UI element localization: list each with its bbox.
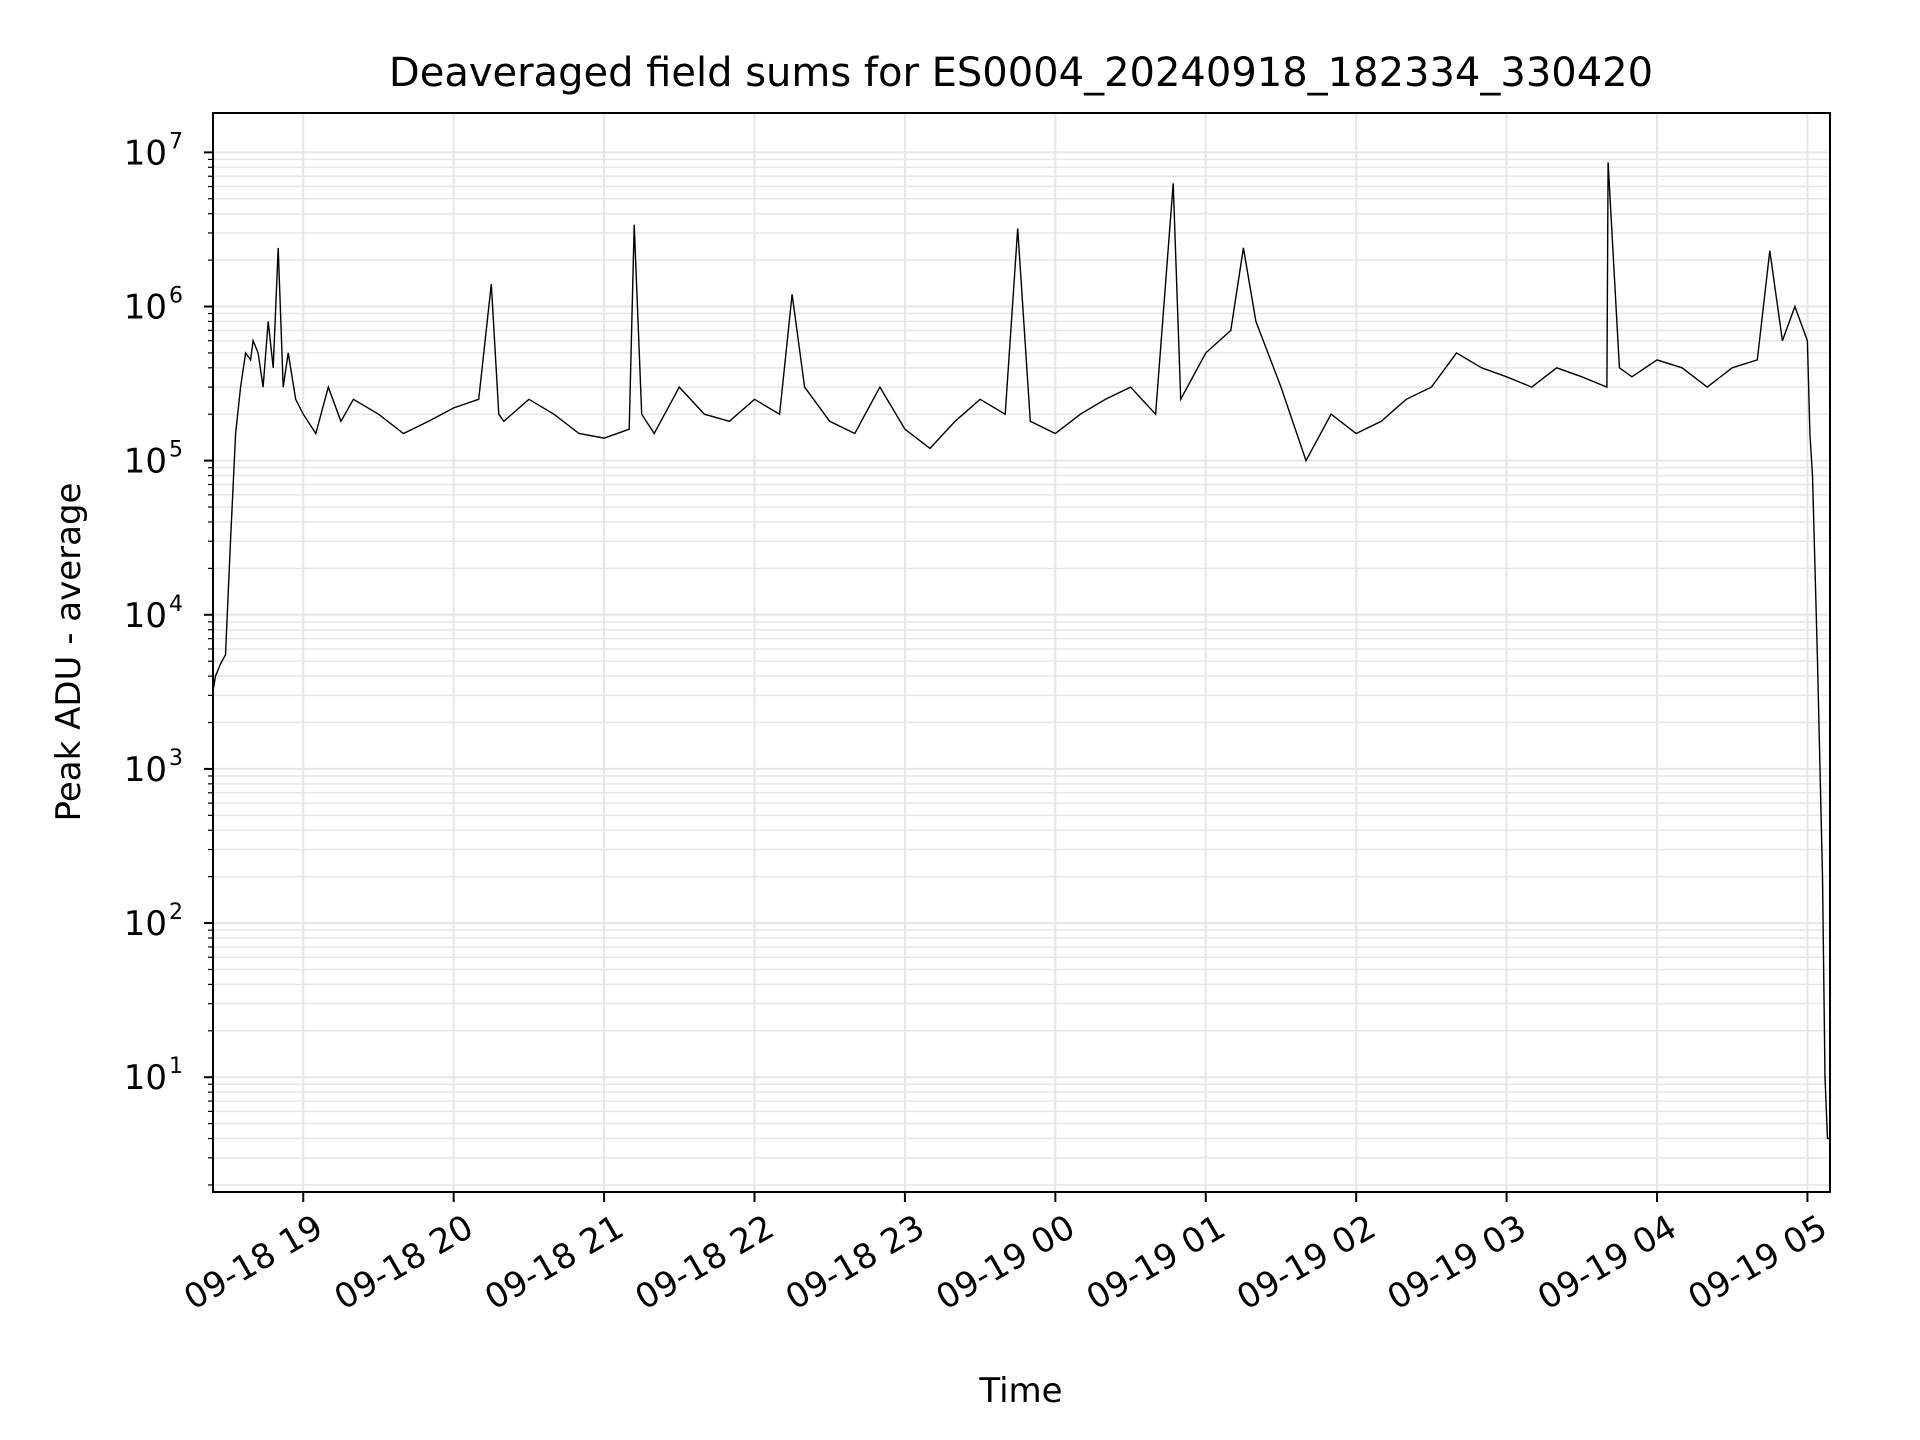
chart-title: Deaveraged field sums for ES0004_2024091… — [389, 50, 1653, 96]
y-tick-label: 10 — [124, 133, 167, 173]
y-tick-exponent: 7 — [169, 129, 183, 154]
x-axis-label: Time — [978, 1371, 1062, 1411]
minor-grid — [213, 158, 1830, 1186]
major-grid — [213, 113, 1830, 1192]
y-tick-exponent: 2 — [169, 900, 183, 925]
y-tick-label: 10 — [124, 1058, 167, 1098]
y-tick-exponent: 6 — [169, 283, 183, 308]
y-tick-exponent: 4 — [169, 592, 183, 617]
y-tick-exponent: 3 — [169, 746, 183, 771]
y-tick-label: 10 — [124, 442, 167, 482]
y-tick-label: 10 — [124, 596, 167, 636]
data-series-line — [212, 162, 1830, 1140]
y-tick-label: 10 — [124, 287, 167, 327]
y-tick-exponent: 1 — [169, 1054, 183, 1079]
y-tick-exponent: 5 — [169, 438, 183, 463]
y-tick-label: 10 — [124, 750, 167, 790]
y-tick-label: 10 — [124, 904, 167, 944]
plot-frame — [212, 112, 1831, 1193]
y-axis-label: Peak ADU - average — [49, 483, 89, 822]
